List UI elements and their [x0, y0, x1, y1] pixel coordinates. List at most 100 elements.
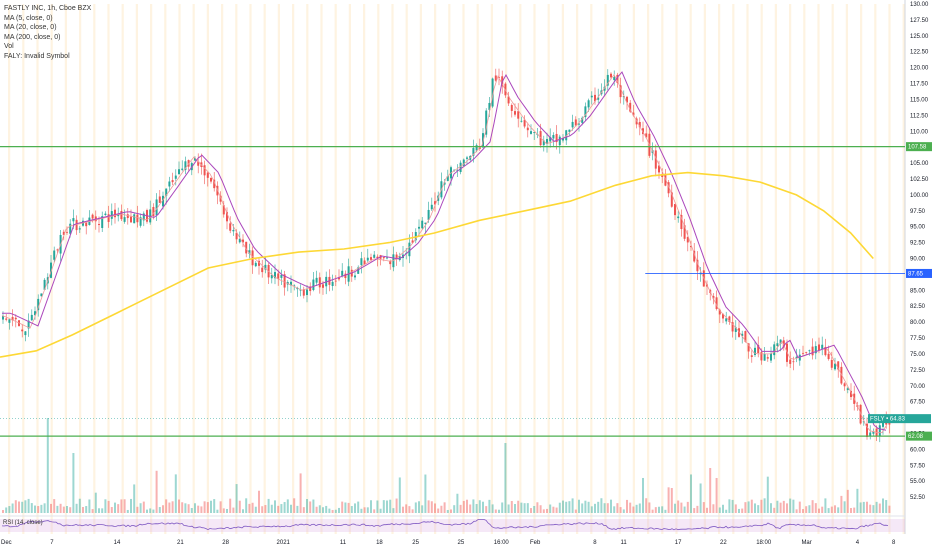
session-band: [377, 4, 380, 534]
price-tick-label: 72.50: [910, 368, 926, 374]
volume-bar: [619, 507, 622, 513]
candle-body: [126, 214, 129, 219]
candle-body: [776, 343, 779, 347]
session-band: [64, 4, 67, 534]
session-band: [348, 4, 351, 534]
candle-body: [357, 267, 360, 274]
volume-bar: [56, 505, 59, 513]
volume-bar: [482, 501, 484, 513]
candle-body: [334, 280, 337, 282]
candle-body: [677, 216, 680, 219]
candle-body: [878, 425, 881, 436]
volume-bar: [635, 504, 638, 513]
volume-bar: [270, 504, 273, 513]
session-band: [561, 4, 564, 534]
volume-bar: [776, 500, 779, 513]
price-tick-label: 57.50: [910, 463, 926, 469]
candle-body: [104, 213, 107, 216]
time-tick-label: 25: [458, 540, 465, 546]
volume-bar: [322, 507, 324, 513]
candle-body: [14, 317, 17, 320]
time-tick-label: 21: [177, 540, 184, 546]
volume-bar: [642, 477, 644, 513]
level-tag-label: 62.08: [908, 434, 924, 440]
volume-bar: [392, 508, 395, 513]
price-tick-label: 120.00: [910, 66, 929, 72]
price-tick-label: 125.00: [910, 34, 929, 40]
candle-body: [597, 97, 600, 100]
volume-bar: [78, 498, 81, 513]
volume-bar: [139, 503, 142, 513]
volume-bar: [542, 509, 545, 513]
volume-bar: [325, 505, 328, 513]
volume-bar: [638, 503, 641, 513]
volume-bar: [565, 501, 568, 513]
session-band: [803, 4, 806, 534]
volume-bar: [750, 499, 753, 513]
session-band: [789, 4, 792, 534]
volume-bar: [587, 501, 590, 513]
volume-bar: [434, 503, 436, 513]
session-band: [121, 4, 124, 534]
price-tick-label: 112.50: [910, 113, 929, 119]
candle-body: [472, 147, 475, 156]
volume-bar: [539, 505, 542, 513]
volume-bar: [805, 506, 808, 513]
candle-body: [453, 169, 456, 171]
volume-bar: [613, 506, 616, 513]
candle-body: [818, 344, 820, 351]
volume-bar: [472, 499, 475, 513]
volume-bar: [427, 500, 430, 513]
candle-body: [238, 238, 241, 243]
volume-bar: [763, 498, 766, 513]
candle-body: [872, 431, 875, 434]
candle-body: [254, 262, 257, 267]
volume-bar: [146, 509, 148, 513]
candle-body: [389, 261, 392, 265]
candle-body: [206, 172, 209, 178]
volume-bar: [706, 507, 708, 513]
candle-body: [98, 224, 100, 226]
volume-bar: [5, 507, 8, 513]
time-tick-label: 4: [856, 540, 860, 546]
session-band: [221, 4, 224, 534]
candle-body: [2, 315, 4, 320]
volume-bar: [696, 505, 699, 513]
candle-body: [792, 361, 795, 363]
candle-body: [821, 344, 824, 349]
volume-bar: [194, 503, 196, 513]
candle-body: [744, 331, 747, 342]
session-band: [107, 4, 110, 534]
candle-body: [763, 353, 766, 361]
volume-bar: [408, 506, 411, 513]
volume-bar: [846, 489, 849, 513]
candle-body: [181, 168, 184, 170]
price-tick-label: 100.00: [910, 193, 929, 199]
candle-body: [363, 260, 366, 265]
volume-bar: [818, 508, 820, 513]
volume-bar: [683, 506, 686, 513]
volume-bar: [386, 500, 388, 513]
candle-body: [318, 277, 321, 288]
volume-bar: [104, 499, 107, 513]
candle-body: [632, 112, 635, 116]
volume-bar: [331, 509, 334, 513]
candle-body: [37, 298, 40, 311]
session-band: [192, 4, 195, 534]
price-tick-label: 105.00: [910, 161, 929, 167]
candle-body: [114, 209, 116, 218]
candle-body: [658, 165, 660, 173]
price-tick-label: 102.50: [910, 177, 929, 183]
volume-bar: [222, 508, 225, 513]
candle-body: [555, 133, 558, 143]
volume-bar: [360, 508, 363, 513]
price-tick-label: 92.50: [910, 241, 926, 247]
candle-body: [533, 132, 536, 133]
session-band: [590, 4, 593, 534]
candle-body: [562, 138, 564, 141]
volume-bar: [306, 499, 308, 513]
volume-bar: [610, 499, 612, 513]
candle-body: [693, 250, 696, 262]
